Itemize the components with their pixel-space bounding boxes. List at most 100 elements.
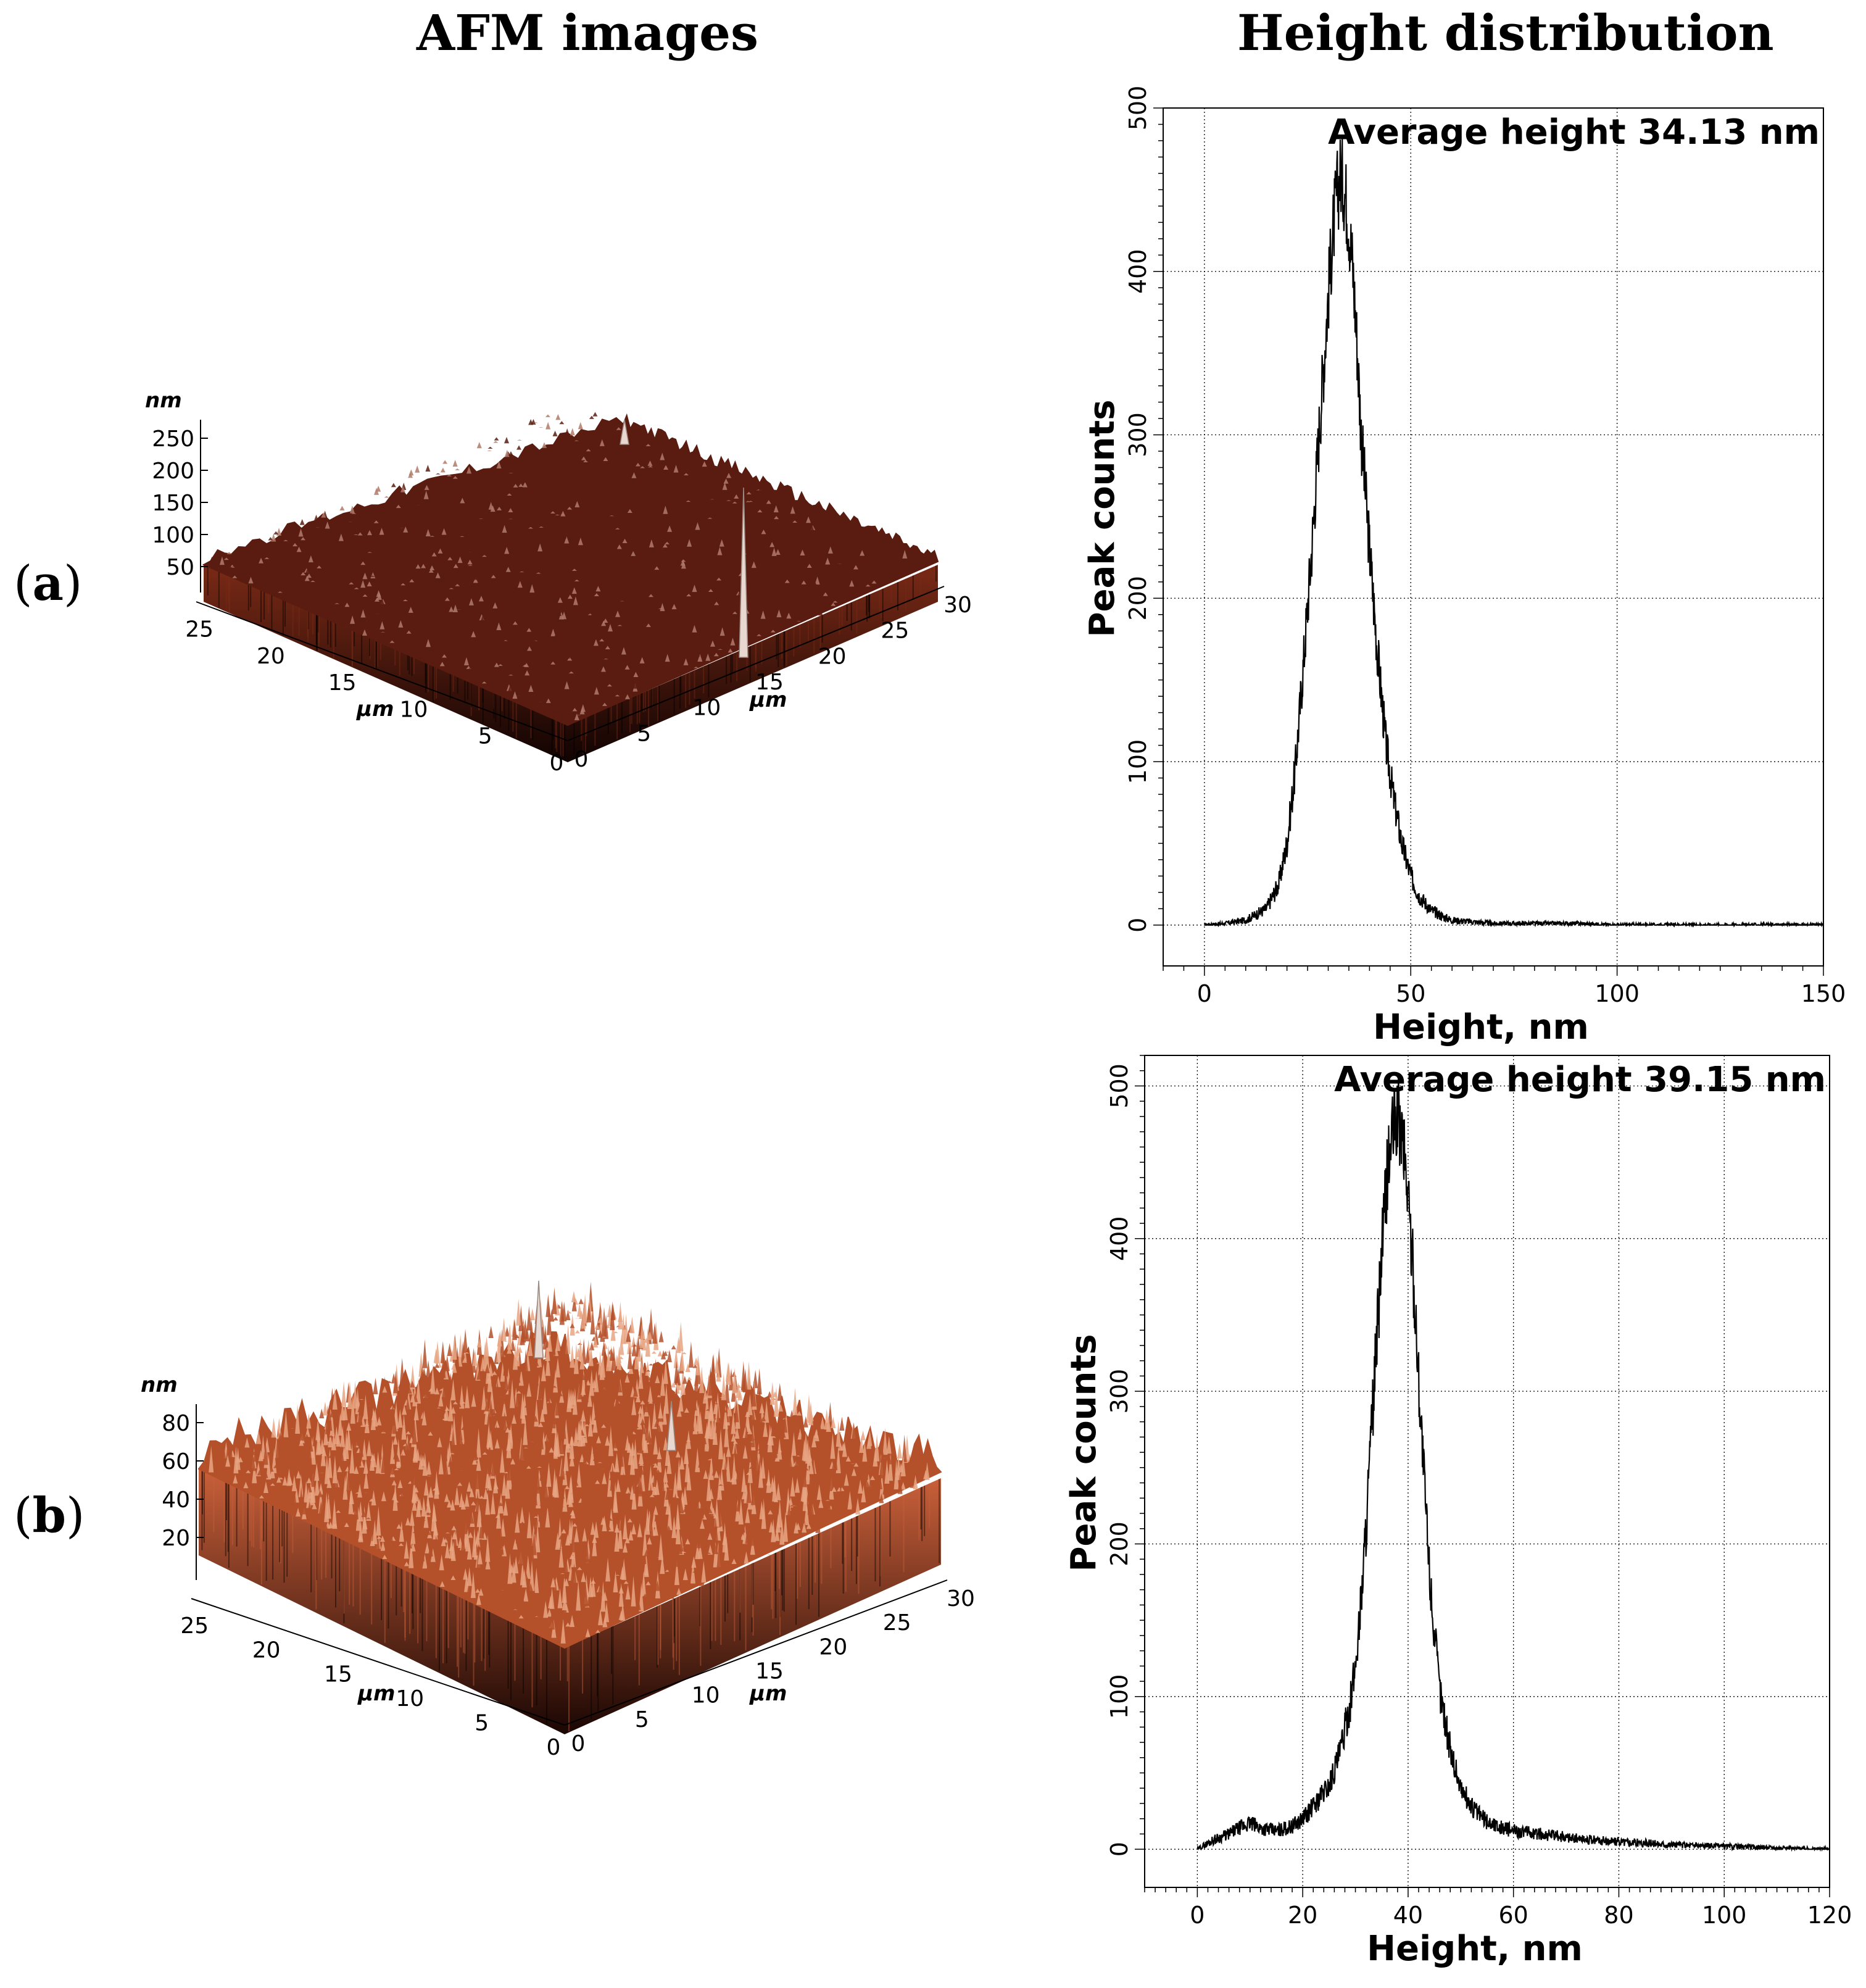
surface-peak [632, 683, 638, 692]
surface-peak [699, 565, 705, 573]
surface-peak [429, 1418, 434, 1428]
surface-peak [568, 1497, 573, 1507]
surface-peak [515, 1498, 521, 1524]
surface-peak [888, 1452, 894, 1481]
surface-peak [765, 1504, 770, 1506]
surface-peak [588, 1545, 594, 1565]
surface-peak [366, 1410, 371, 1421]
surface-peak [570, 1323, 575, 1328]
surface-peak [664, 1441, 670, 1463]
surface-peak [509, 1563, 515, 1573]
surface-peak [553, 1316, 558, 1321]
surface-peak [405, 1431, 411, 1434]
surface-peak [580, 1373, 586, 1381]
surface-peak [676, 671, 682, 676]
surface-peak [649, 1494, 655, 1497]
surface-peak [900, 1482, 906, 1490]
surface-peak [726, 473, 732, 478]
surface-peak [514, 1576, 520, 1584]
surface-peak [386, 1437, 391, 1439]
surface-peak [618, 1356, 624, 1360]
surface-peak [422, 1339, 428, 1368]
surface-peak [653, 1548, 658, 1562]
surface-peak [520, 1322, 526, 1326]
surface-peak [736, 1384, 742, 1388]
surface-peak [408, 1538, 414, 1568]
surface-peak [365, 1508, 371, 1524]
surface-peak [829, 537, 834, 546]
surface-peak [825, 557, 831, 565]
surface-peak [420, 1412, 426, 1419]
surface-peak [459, 1385, 465, 1409]
surface-peak [600, 1351, 606, 1378]
surface-peak [497, 1573, 503, 1596]
surface-peak [473, 577, 478, 583]
surface-peak [537, 1380, 542, 1409]
surface-peak [416, 1542, 421, 1551]
surface-peak [558, 1391, 563, 1397]
surface-peak [518, 1305, 524, 1331]
surface-peak [552, 1287, 557, 1314]
surface-peak [773, 1476, 779, 1495]
surface-peak [816, 1484, 822, 1500]
surface-peak [621, 577, 626, 584]
surface-peak [773, 618, 779, 622]
surface-peak [233, 1474, 238, 1484]
surface-peak [602, 1472, 607, 1484]
surface-peak [632, 657, 637, 660]
y-tick-label: 100 [1124, 739, 1151, 784]
surface-peak [643, 583, 649, 587]
surface-peak [536, 1599, 542, 1626]
surface-peak [661, 1472, 666, 1495]
surface-peak [546, 1305, 552, 1336]
surface-peak [439, 1554, 444, 1571]
surface-peak [484, 1348, 490, 1372]
surface-peak [309, 1437, 315, 1458]
surface-peak [718, 1428, 724, 1460]
surface-peak [542, 1386, 547, 1415]
surface-peak [629, 1429, 635, 1441]
surface-peak [681, 1352, 687, 1355]
surface-peak [681, 1552, 687, 1553]
surface-peak [461, 1402, 466, 1404]
surface-peak [370, 1408, 375, 1427]
surface-peak [644, 1337, 649, 1343]
surface-peak [404, 1442, 409, 1453]
surface-peak [346, 1410, 351, 1416]
surface-peak [706, 1374, 711, 1395]
surface-peak [620, 601, 625, 602]
surface-peak [745, 1420, 751, 1433]
surface-peak [716, 577, 722, 581]
surface-peak [468, 607, 473, 613]
surface-peak [534, 1300, 540, 1324]
surface-peak [328, 1453, 334, 1458]
surface-peak [573, 1426, 579, 1447]
surface-peak [786, 1487, 791, 1515]
surface-peak [648, 1363, 653, 1366]
surface-peak [583, 1498, 589, 1503]
surface-peak [628, 1570, 633, 1598]
surface-peak [805, 1438, 810, 1464]
surface-peak [563, 1602, 569, 1613]
surface-peak [655, 570, 661, 576]
surface-peak [442, 460, 448, 464]
surface-peak [666, 1433, 672, 1434]
x-tick-label: 0 [1190, 1902, 1205, 1929]
surface-peak [607, 1304, 613, 1318]
surface-peak [617, 1501, 623, 1528]
surface-peak [421, 1368, 427, 1378]
surface-peak [558, 1345, 563, 1366]
surface-peak [691, 1556, 697, 1568]
surface-peak [476, 1593, 481, 1605]
surface-peak [624, 1435, 630, 1451]
surface-peak [689, 486, 694, 493]
surface-peak [663, 1360, 668, 1384]
surface-peak [757, 634, 762, 636]
surface-peak [584, 590, 589, 595]
surface-peak [763, 1517, 769, 1547]
surface-peak [566, 660, 571, 667]
surface-peak [679, 1348, 685, 1371]
surface-peak [675, 1515, 681, 1545]
surface-peak [641, 1328, 647, 1351]
surface-peak [629, 1485, 635, 1500]
